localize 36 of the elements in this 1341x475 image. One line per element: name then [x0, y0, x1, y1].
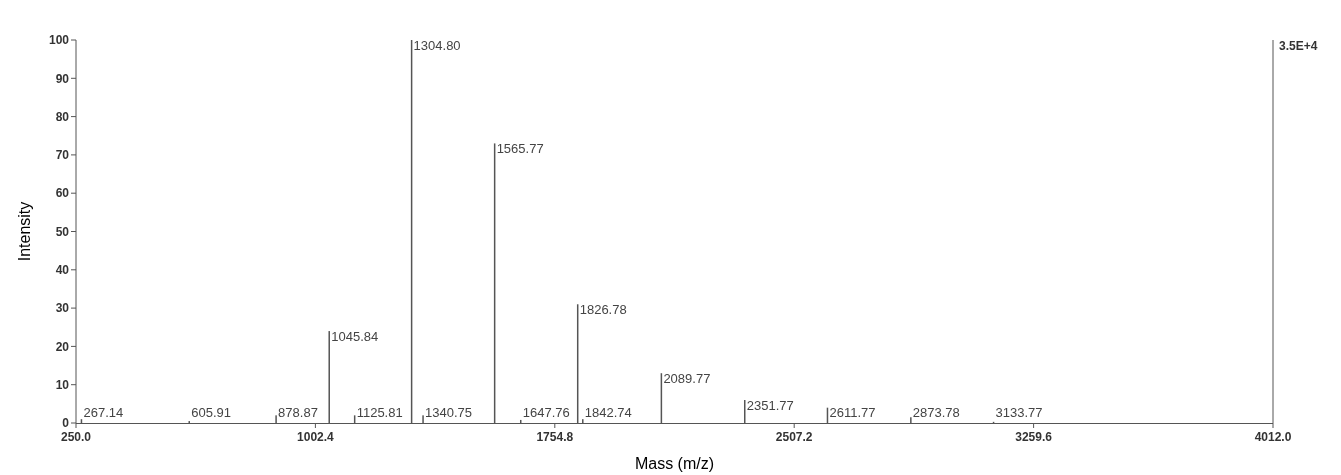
x-tick-label: 1754.8	[536, 430, 574, 444]
annotation: 1340.75	[425, 405, 473, 420]
y-tick-label: 20	[55, 339, 70, 354]
annotation: 2873.78	[912, 405, 960, 420]
y-tick-label: 100	[48, 33, 70, 48]
annotation: 878.87	[278, 405, 318, 420]
y-tick-label: 80	[55, 109, 70, 124]
annotation: 1304.80	[413, 38, 461, 53]
y-tick-label: 60	[55, 186, 70, 201]
annotation: 1125.81	[356, 405, 403, 420]
y-tick-label: 0	[62, 416, 70, 431]
y-tick-label: 70	[55, 148, 70, 163]
y-tick-label: 40	[55, 263, 70, 277]
x-tick-label: 1002.4	[297, 430, 335, 444]
annotation: 2611.77	[829, 405, 876, 420]
annotation: 1647.76	[522, 405, 570, 420]
x-tick-label: 2507.2	[775, 430, 813, 444]
y-axis-title: Intensity	[16, 201, 33, 262]
text: 3.5E+4	[1279, 39, 1318, 53]
annotation: 2351.77	[746, 398, 794, 414]
annotation: 1842.74	[584, 405, 632, 420]
y-tick-label: 10	[55, 377, 70, 392]
annotation: 2089.77	[663, 371, 711, 387]
y-tick-label: 50	[55, 224, 70, 239]
y-tick-label: 30	[55, 301, 70, 316]
annotation: 605.91	[191, 405, 232, 420]
y-tick-label: 90	[55, 71, 70, 86]
x-tick-label: 4012.0	[1254, 430, 1292, 444]
x-axis-title: Mass (m/z)	[634, 455, 715, 472]
annotation: 1826.78	[579, 302, 627, 318]
annotation: 1045.84	[331, 329, 379, 345]
annotation: 3133.77	[995, 405, 1043, 420]
annotation: 1565.77	[496, 141, 544, 157]
x-tick-label: 3259.6	[1015, 430, 1053, 444]
annotation: 267.14	[83, 405, 124, 420]
x-tick-label: 250.0	[60, 430, 92, 444]
